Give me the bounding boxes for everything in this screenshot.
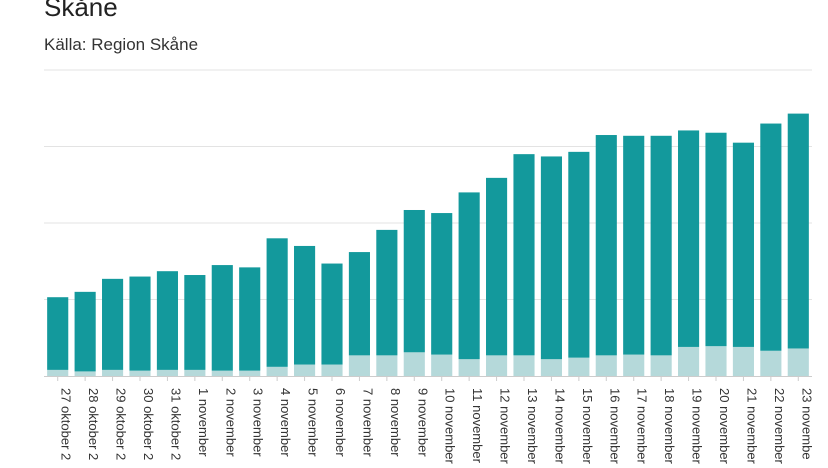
x-tick-label: 8 november <box>388 388 403 457</box>
bar-segment-base <box>458 359 480 376</box>
x-tick-label: 3 november <box>251 388 266 457</box>
bar-segment-main <box>376 229 398 356</box>
bar-segment-main <box>732 142 754 347</box>
x-tick-label: 2 november <box>223 388 238 457</box>
bar-segment-base <box>74 371 96 376</box>
bar-segment-main <box>568 151 590 358</box>
bar-segment-base <box>787 348 809 376</box>
x-tick-label: 11 november <box>470 388 485 464</box>
x-tick-label: 9 november <box>415 388 430 457</box>
x-tick-label: 21 november <box>744 388 759 465</box>
bar-segment-main <box>513 154 535 356</box>
bar-segment-base <box>623 354 645 376</box>
bar-segment-main <box>74 291 96 372</box>
x-tick-label: 27 oktober 2 <box>59 388 74 460</box>
x-tick-label: 4 november <box>278 388 293 457</box>
bar-segment-base <box>376 355 398 376</box>
bar-segment-main <box>623 135 645 355</box>
x-tick-label: 16 november <box>607 388 622 465</box>
x-tick-label: 1 november <box>196 388 211 457</box>
bar-segment-base <box>102 369 124 376</box>
bar-segment-main <box>211 265 233 371</box>
bar-segment-main <box>403 209 425 353</box>
x-tick-label: 5 november <box>306 388 321 457</box>
bar-segment-main <box>239 267 261 371</box>
bar-segment-main <box>540 156 562 360</box>
bar-segment-base <box>705 346 727 376</box>
bar-segment-base <box>403 352 425 376</box>
x-tick-label: 10 november <box>443 388 458 465</box>
bar-segment-base <box>294 364 316 376</box>
x-tick-label: 13 november <box>525 388 540 465</box>
bar-segment-base <box>595 355 617 376</box>
bar-segment-base <box>650 355 672 376</box>
bar-segment-base <box>129 370 151 376</box>
x-tick-label: 14 november <box>552 388 567 465</box>
x-tick-label: 12 november <box>498 388 513 465</box>
bar-segment-main <box>102 278 124 370</box>
bar-segment-main <box>47 297 69 370</box>
chart-title: Skåne <box>44 0 118 22</box>
bar-segment-base <box>184 369 206 376</box>
bar-segment-base <box>568 357 590 376</box>
x-tick-label: 20 november <box>717 388 732 465</box>
bar-segment-main <box>266 238 288 367</box>
bar-segment-base <box>678 346 700 376</box>
bar-segment-main <box>678 130 700 347</box>
bar-segment-main <box>458 192 480 360</box>
bar-segment-main <box>156 271 178 370</box>
bar-segment-main <box>348 252 370 356</box>
bar-segment-base <box>239 370 261 376</box>
x-tick-label: 18 november <box>662 388 677 465</box>
bar-segment-main <box>486 177 508 356</box>
bar-segment-base <box>211 370 233 376</box>
x-tick-label: 28 oktober 2 <box>86 388 101 460</box>
bar-segment-main <box>129 276 151 371</box>
x-tick-label: 15 november <box>580 388 595 465</box>
x-tick-label: 23 novembe <box>799 388 814 460</box>
bar-segment-main <box>760 123 782 351</box>
chart-subtitle: Källa: Region Skåne <box>44 35 199 54</box>
x-tick-label: 7 november <box>360 388 375 457</box>
bar-segment-main <box>787 113 809 349</box>
x-tick-label: 19 november <box>690 388 705 465</box>
bar-segment-main <box>595 135 617 356</box>
bar-segment-main <box>184 275 206 370</box>
x-tick-label: 31 oktober 2 <box>168 388 183 460</box>
bar-segment-base <box>513 355 535 376</box>
bar-segment-base <box>540 359 562 376</box>
bar-segment-main <box>705 132 727 347</box>
bar-segment-main <box>294 245 316 365</box>
bar-segment-base <box>486 355 508 376</box>
x-tick-label: 22 november <box>772 388 787 465</box>
x-tick-label: 6 november <box>333 388 348 457</box>
bar-segment-base <box>156 369 178 376</box>
bar-segment-base <box>266 366 288 376</box>
bar-segment-base <box>431 354 453 376</box>
bar-segment-main <box>321 263 343 365</box>
bar-segment-base <box>321 364 343 376</box>
x-tick-label: 30 oktober 2 <box>141 388 156 460</box>
bar-segment-main <box>431 213 453 355</box>
bar-segment-base <box>732 346 754 376</box>
x-tick-label: 17 november <box>635 388 650 465</box>
bar-segment-main <box>650 135 672 356</box>
bar-segment-base <box>348 355 370 376</box>
bar-segment-base <box>760 350 782 376</box>
bar-segment-base <box>47 369 69 376</box>
x-tick-label: 29 oktober 2 <box>114 388 129 460</box>
